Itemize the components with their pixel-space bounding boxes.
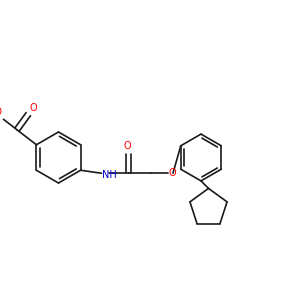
Text: NH: NH: [103, 170, 117, 180]
Text: O: O: [30, 103, 38, 113]
Text: O: O: [123, 141, 131, 151]
Text: O: O: [169, 168, 176, 178]
Text: HO: HO: [0, 107, 2, 117]
